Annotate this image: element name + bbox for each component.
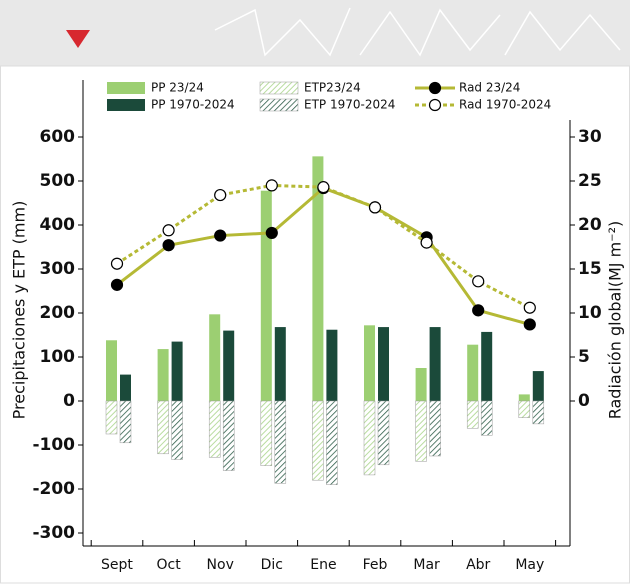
legend-label: PP 1970-2024	[151, 98, 235, 112]
y-tick-label: 100	[40, 347, 76, 367]
x-tick-label: Ene	[310, 557, 336, 573]
x-tick-label: Abr	[466, 557, 490, 573]
y-axis-title: Precipitaciones y ETP (mm)	[10, 201, 29, 420]
marker	[163, 240, 174, 251]
bar	[364, 401, 375, 475]
bar	[120, 401, 131, 443]
y2-tick-label: 30	[578, 127, 602, 147]
bar	[430, 327, 441, 401]
bar	[326, 401, 337, 485]
bar	[533, 371, 544, 401]
y-tick-label: 500	[40, 171, 76, 191]
bar	[261, 191, 272, 401]
bar	[261, 401, 272, 466]
bar	[326, 330, 337, 401]
legend-swatch	[260, 99, 298, 111]
marker	[473, 305, 484, 316]
header-band	[0, 0, 630, 66]
marker	[421, 237, 432, 248]
bar	[378, 401, 389, 465]
marker	[266, 227, 277, 238]
bar	[275, 327, 286, 401]
legend-marker	[430, 100, 441, 111]
x-tick-label: May	[515, 557, 544, 573]
marker	[112, 279, 123, 290]
x-tick-label: Mar	[413, 557, 440, 573]
marker	[266, 180, 277, 191]
y-tick-label: 200	[40, 303, 76, 323]
marker	[473, 276, 484, 287]
y-tick-label: -300	[32, 523, 75, 543]
bar	[223, 401, 234, 471]
bar	[172, 342, 183, 401]
bar	[106, 401, 117, 434]
marker	[163, 225, 174, 236]
bar	[223, 331, 234, 401]
bar	[158, 349, 169, 401]
bar	[416, 401, 427, 461]
y-tick-label: 400	[40, 215, 76, 235]
x-tick-label: Sept	[101, 557, 133, 573]
bar	[120, 375, 131, 401]
y2-tick-label: 15	[578, 259, 602, 279]
y-tick-label: -200	[32, 479, 75, 499]
marker	[370, 202, 381, 213]
bar	[209, 401, 220, 457]
marker	[112, 258, 123, 269]
marker	[524, 319, 535, 330]
chart: Precipitaciones y ETP (mm) Radiación glo…	[0, 0, 630, 584]
bar	[275, 401, 286, 483]
x-tick-label: Dic	[261, 557, 283, 573]
y2-tick-label: 5	[578, 347, 590, 367]
marker	[215, 190, 226, 201]
legend-swatch	[107, 82, 145, 94]
marker	[318, 182, 329, 193]
y2-tick-label: 25	[578, 171, 602, 191]
bar	[106, 340, 117, 401]
legend-label: Rad 23/24	[459, 81, 520, 95]
bar	[378, 327, 389, 401]
y-tick-label: 0	[63, 391, 75, 411]
x-tick-label: Oct	[156, 557, 181, 573]
legend-label: PP 23/24	[151, 81, 204, 95]
bar	[430, 401, 441, 456]
marker	[524, 302, 535, 313]
bar	[481, 332, 492, 401]
bar	[416, 368, 427, 401]
bar	[533, 401, 544, 424]
y2-axis-title: Radiación global(MJ m⁻²)	[606, 221, 625, 420]
y-tick-label: -100	[32, 435, 75, 455]
bar	[467, 401, 478, 428]
bar	[364, 325, 375, 401]
bar	[172, 401, 183, 460]
x-tick-label: Feb	[363, 557, 388, 573]
legend-label: ETP23/24	[304, 81, 361, 95]
legend-label: ETP 1970-2024	[304, 98, 395, 112]
bar	[481, 401, 492, 435]
legend-swatch	[107, 99, 145, 111]
bar	[519, 401, 530, 418]
y2-tick-label: 20	[578, 215, 602, 235]
legend-swatch	[260, 82, 298, 94]
legend-label: Rad 1970-2024	[459, 98, 551, 112]
bar	[209, 314, 220, 401]
legend-marker	[430, 83, 441, 94]
bar	[467, 345, 478, 401]
y2-tick-label: 0	[578, 391, 590, 411]
y2-tick-label: 10	[578, 303, 602, 323]
y-tick-label: 300	[40, 259, 76, 279]
y-tick-label: 600	[40, 127, 76, 147]
bar	[519, 394, 530, 401]
marker	[215, 230, 226, 241]
x-tick-label: Nov	[207, 557, 234, 573]
bar	[312, 401, 323, 480]
bar	[158, 401, 169, 454]
